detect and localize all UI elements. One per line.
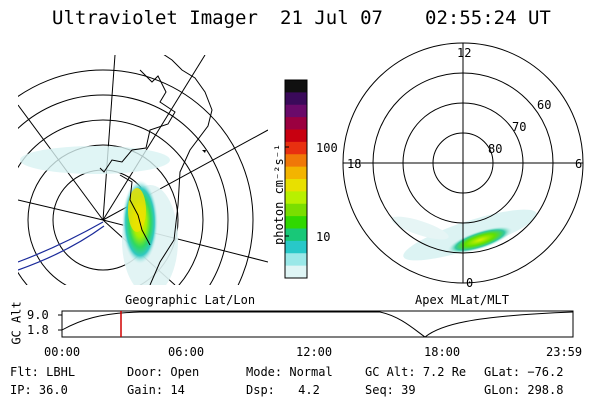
info-flt: Flt: LBHL <box>10 365 75 379</box>
polar-plot <box>342 42 584 284</box>
flt-label: Flt: <box>10 365 39 379</box>
mlat-label-80: 80 <box>488 142 503 156</box>
info-gain: Gain: 14 <box>127 383 185 397</box>
gc-alt-axis-label: GC Alt <box>9 301 24 345</box>
glon-label: GLon: <box>484 383 521 397</box>
colorbar-cell <box>285 265 307 279</box>
dsp-value: 4.2 <box>298 383 320 397</box>
info-door: Door: Open <box>127 365 199 379</box>
glat-value: −76.2 <box>527 365 564 379</box>
gc-alt-label: GC Alt: <box>365 365 416 379</box>
colorbar-cell <box>285 253 307 267</box>
colorbar-cell <box>285 179 307 192</box>
geographic-map <box>18 55 268 285</box>
glon-value: 298.8 <box>527 383 564 397</box>
alt-tick-1-8: 1.8 <box>27 323 49 337</box>
glat-label: GLat: <box>484 365 521 379</box>
seq-label: Seq: <box>365 383 394 397</box>
colorbar-cell <box>285 154 307 168</box>
mode-label: Mode: <box>246 365 283 379</box>
gain-label: Gain: <box>127 383 164 397</box>
colorbar-cell <box>285 141 307 155</box>
ip-label: IP: <box>10 383 32 397</box>
time-tick-0600: 06:00 <box>168 345 205 359</box>
mlt-label-12: 12 <box>457 46 472 60</box>
gain-value: 14 <box>170 383 185 397</box>
colorbar-cell <box>285 92 307 106</box>
time-tick-0000: 00:00 <box>44 345 81 359</box>
mlt-label-18: 18 <box>347 157 362 171</box>
altitude-track <box>58 310 574 338</box>
time-tick-1800: 18:00 <box>424 345 461 359</box>
info-dsp: Dsp: 4.2 <box>246 383 320 397</box>
mlat-label-70: 70 <box>512 120 527 134</box>
colorbar-cell <box>285 117 307 131</box>
colorbar-cell <box>285 104 307 118</box>
colorbar <box>284 79 308 279</box>
colorbar-cell <box>285 166 307 180</box>
colorbar-cell <box>285 228 307 242</box>
info-seq: Seq: 39 <box>365 383 416 397</box>
colorbar-tick-10: 10 <box>316 230 331 244</box>
mlt-label-6: 6 <box>575 157 583 171</box>
colorbar-cell <box>285 129 307 143</box>
alt-tick-9: 9.0 <box>27 308 49 322</box>
flt-value: LBHL <box>46 365 76 379</box>
colorbar-cell <box>285 240 307 254</box>
door-label: Door: <box>127 365 164 379</box>
mlat-label-60: 60 <box>537 98 552 112</box>
colorbar-cell <box>285 216 307 230</box>
mode-value: Normal <box>289 365 333 379</box>
mlt-label-0: 0 <box>466 276 474 290</box>
instrument-title: Ultraviolet Imager <box>52 7 258 29</box>
info-ip: IP: 36.0 <box>10 383 68 397</box>
polar-caption: Apex MLat/MLT <box>415 293 509 307</box>
seq-value: 39 <box>401 383 416 397</box>
dsp-label: Dsp: <box>246 383 275 397</box>
colorbar-cell <box>285 203 307 217</box>
colorbar-cell <box>285 80 307 93</box>
ip-value: 36.0 <box>38 383 68 397</box>
gc-alt-value: 7.2 Re <box>422 365 467 379</box>
door-value: Open <box>170 365 200 379</box>
colorbar-cell <box>285 191 307 205</box>
observation-date: 21 Jul 07 <box>280 7 383 29</box>
time-tick-1200: 12:00 <box>296 345 333 359</box>
observation-time: 02:55:24 UT <box>425 7 551 29</box>
info-gc-alt: GC Alt: 7.2 Re <box>365 365 466 379</box>
colorbar-tick-100: 100 <box>316 141 338 155</box>
colorbar-unit-label: photon cm⁻²s⁻¹ <box>272 143 286 245</box>
time-tick-2359: 23:59 <box>546 345 583 359</box>
info-glat: GLat: −76.2 <box>484 365 563 379</box>
info-glon: GLon: 298.8 <box>484 383 563 397</box>
geographic-caption: Geographic Lat/Lon <box>125 293 256 307</box>
info-mode: Mode: Normal <box>246 365 333 379</box>
